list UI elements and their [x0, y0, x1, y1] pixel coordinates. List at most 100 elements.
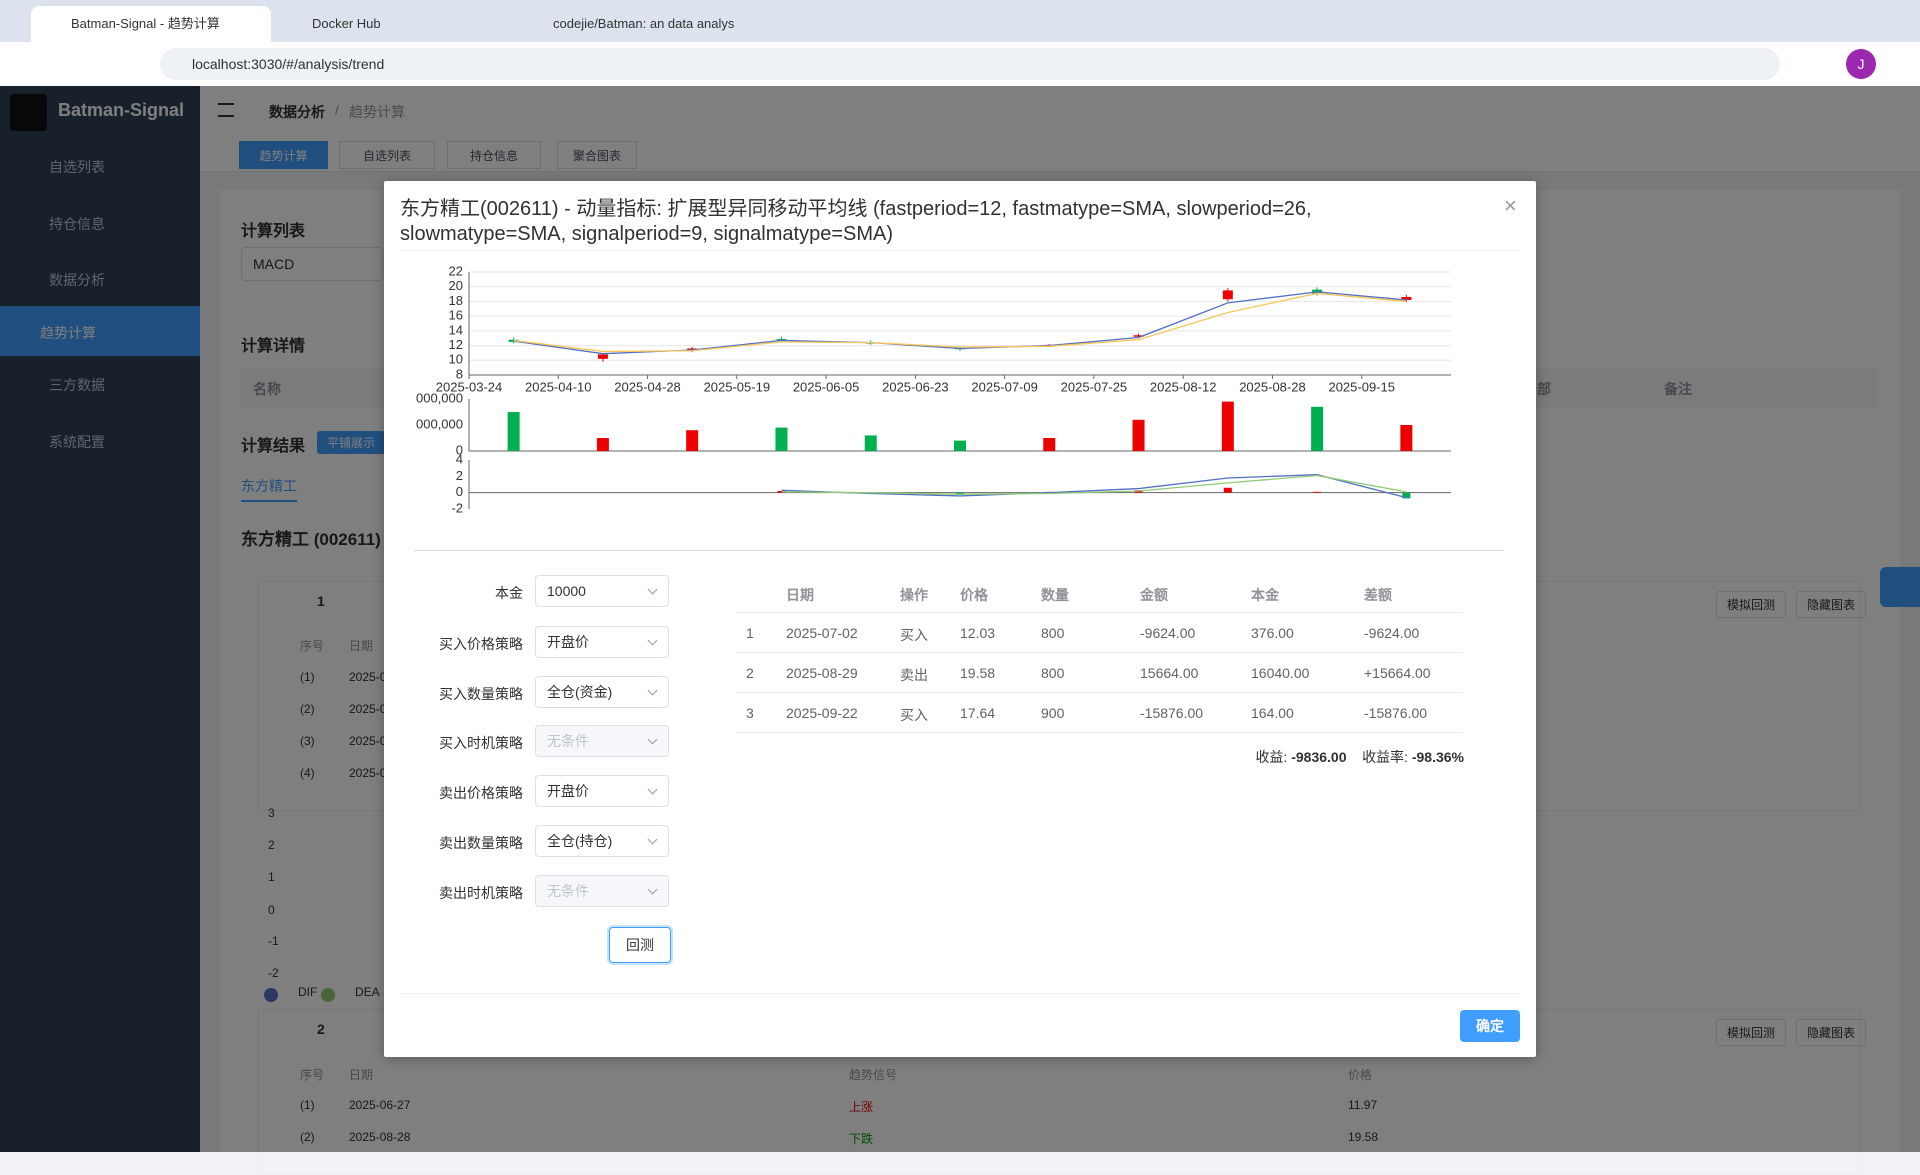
volume-bar	[1221, 401, 1234, 451]
x-tick-label: 2025-03-24	[436, 379, 503, 394]
table-cell: 2025-09-22	[786, 705, 858, 721]
y-tick-label: 000,000	[416, 390, 463, 405]
x-tick-label: 2025-05-19	[704, 379, 771, 394]
volume-bar	[507, 412, 520, 451]
rate: -98.36%	[1411, 749, 1464, 765]
volume-bar	[954, 440, 966, 451]
select[interactable]: 开盘价	[535, 775, 669, 807]
browser-tab[interactable]: Docker Hub	[312, 16, 381, 31]
x-tick-label: 2025-06-05	[793, 379, 860, 394]
x-tick-label: 2025-09-15	[1328, 379, 1395, 394]
volume-bar	[596, 438, 609, 451]
select: 无条件	[535, 875, 669, 907]
volume-bar	[864, 435, 877, 451]
select[interactable]: 开盘价	[535, 626, 669, 658]
form-label: 买入数量策略	[439, 686, 523, 702]
chevron	[647, 635, 658, 646]
browser-tab[interactable]: codejie/Batman: an data analys	[553, 16, 735, 31]
table-header: 日期	[786, 587, 814, 603]
y-tick-label: 22	[449, 263, 463, 278]
candle-body	[1401, 297, 1412, 300]
form-label: 卖出时机策略	[439, 885, 523, 901]
y-tick-label: 18	[449, 293, 463, 308]
table-cell: -15876.00	[1140, 705, 1204, 721]
macd-bar	[1402, 492, 1411, 499]
row-line	[735, 612, 1463, 613]
table-header: 本金	[1251, 587, 1279, 603]
select[interactable]: 全仓(持仓)	[535, 825, 669, 857]
x-tick-label: 2025-08-12	[1150, 379, 1217, 394]
table-header: 操作	[900, 587, 928, 603]
row-line	[735, 732, 1463, 733]
y-tick-label: 8	[456, 366, 463, 381]
series-line	[781, 474, 1407, 495]
table-cell: -15876.00	[1364, 705, 1428, 721]
table-cell: 164.00	[1251, 705, 1294, 721]
table-cell: 376.00	[1251, 625, 1294, 641]
x-tick-label: 2025-04-10	[525, 379, 592, 394]
divider	[400, 993, 1520, 994]
backtest-button[interactable]: 回测	[609, 927, 671, 963]
table-cell: 2	[746, 665, 754, 681]
divider	[414, 550, 1504, 551]
table-cell: 19.58	[960, 665, 996, 681]
table-cell: 800	[1041, 625, 1065, 641]
series-line	[781, 474, 1407, 499]
volume-bar	[1043, 438, 1056, 451]
row-line	[735, 692, 1463, 693]
form-label: 买入价格策略	[439, 636, 523, 652]
chevron	[647, 734, 658, 745]
table-cell: 900	[1041, 705, 1065, 721]
table-cell: -9624.00	[1140, 625, 1196, 641]
chevron	[647, 784, 658, 795]
candle-body	[776, 338, 787, 340]
select[interactable]: 全仓(资金)	[535, 676, 669, 708]
form-label: 卖出数量策略	[439, 835, 523, 851]
table-cell: 16040.00	[1251, 665, 1310, 681]
y-tick-label: 20	[449, 278, 463, 293]
table-cell: 12.03	[960, 625, 996, 641]
table-cell: 2025-07-02	[786, 625, 858, 641]
volume-bar	[1311, 406, 1324, 451]
profile-avatar[interactable]: J	[1846, 49, 1876, 79]
browser-tab[interactable]: Batman-Signal - 趋势计算	[31, 6, 271, 42]
candle-body	[1133, 335, 1144, 337]
macd-bar	[956, 492, 964, 495]
table-cell: -9624.00	[1364, 625, 1420, 641]
candle-body	[1222, 290, 1233, 300]
rate-label: 收益率:	[1362, 749, 1408, 765]
table-cell: +15664.00	[1364, 665, 1431, 681]
x-tick-label: 2025-08-28	[1239, 379, 1306, 394]
profit: -9836.00	[1291, 749, 1347, 765]
form-label: 买入时机策略	[439, 735, 523, 751]
chevron	[647, 584, 658, 595]
table-cell: 卖出	[900, 667, 928, 683]
table-cell: 1	[746, 625, 754, 641]
close-button[interactable]: ×	[1504, 193, 1517, 218]
y-tick-label: 16	[449, 308, 463, 323]
modal: 东方精工(002611) - 动量指标: 扩展型异同移动平均线 (fastper…	[384, 181, 1536, 1057]
table-header: 价格	[960, 587, 988, 603]
volume-bar	[775, 427, 788, 451]
x-tick-label: 2025-07-25	[1061, 379, 1128, 394]
table-cell: 买入	[900, 627, 928, 643]
table-cell: 3	[746, 705, 754, 721]
y-tick-label: 10	[449, 352, 463, 367]
volume-bar	[686, 430, 699, 451]
table-cell: 2025-08-29	[786, 665, 858, 681]
chevron	[647, 884, 658, 895]
y-tick-label: 12	[449, 337, 463, 352]
y-tick-label: 000,000	[416, 416, 463, 431]
select: 无条件	[535, 725, 669, 757]
chevron	[647, 834, 658, 845]
y-tick-label: 4	[456, 451, 463, 466]
y-tick-label: 0	[456, 442, 463, 457]
chevron	[647, 685, 658, 696]
macd-bar	[1223, 487, 1232, 493]
x-tick-label: 2025-06-23	[882, 379, 949, 394]
select[interactable]: 10000	[535, 575, 669, 607]
confirm-button[interactable]: 确定	[1460, 1010, 1520, 1042]
url-field[interactable]: localhost:3030/#/analysis/trend	[160, 48, 1780, 80]
y-tick-label: 2	[456, 468, 463, 483]
